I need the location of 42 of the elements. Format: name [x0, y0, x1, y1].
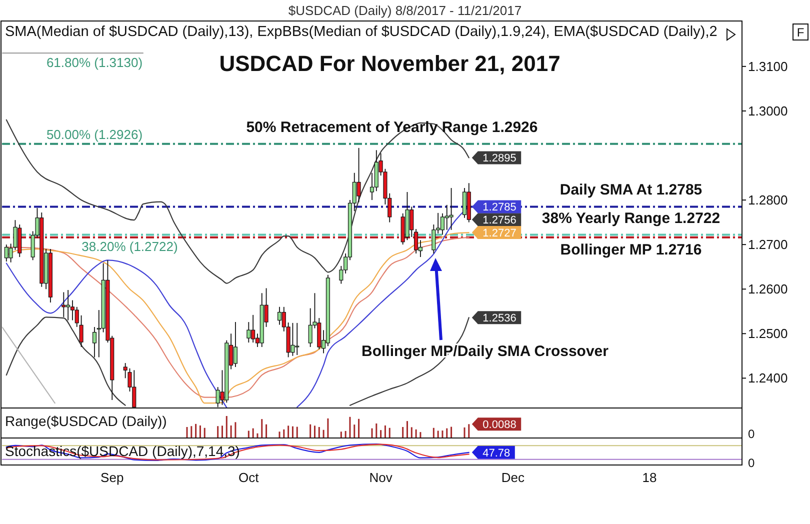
- annotation: SMA(Median of $USDCAD (Daily),13), ExpBBs(Median of $USDCAD (Daily),1.9,24), EMA($USDCAD (Daily),2: [5, 24, 718, 40]
- x-tick-label: Oct: [238, 470, 260, 485]
- candlestick: [246, 322, 251, 343]
- chart-subtitle: $USDCAD (Daily) 8/8/2017 - 11/21/2017: [288, 3, 522, 18]
- annotation: 47.78: [482, 447, 510, 460]
- candlestick: [449, 188, 454, 230]
- text: F: [796, 25, 804, 40]
- candlestick: [277, 306, 282, 326]
- annotation: 0.0088: [482, 419, 516, 432]
- text: 0: [748, 456, 755, 470]
- candlestick: [432, 224, 436, 254]
- annotation: 61.80% (1.3130): [46, 55, 143, 70]
- candlestick: [356, 147, 361, 203]
- candlestick: [92, 326, 97, 358]
- data-label: 1.2536: [482, 312, 516, 325]
- candlestick: [233, 322, 238, 368]
- y-tick-label: 1.2400: [748, 370, 788, 386]
- annotation: 50.00% (1.2926): [46, 126, 143, 142]
- x-tick-label: 18: [642, 470, 657, 485]
- ref-line-label: Daily SMA At 1.2785: [560, 182, 702, 199]
- data-label: 1.2785: [482, 202, 516, 214]
- candlestick: [414, 228, 418, 254]
- y-tick-label: 1.3000: [748, 104, 788, 119]
- y-tick-label: 1.2500: [748, 326, 788, 342]
- candlestick: [462, 188, 467, 218]
- ref-line-label: Bollinger MP 1.2716: [560, 241, 702, 258]
- data-label: 1.2895: [482, 152, 516, 165]
- y-tick-label: 1.2600: [748, 282, 788, 297]
- text: USDCAD For November 21, 2017: [219, 51, 560, 76]
- y-tick-label: 1.2700: [748, 237, 788, 252]
- chart-title: Range($USDCAD (Daily)): [5, 413, 167, 429]
- y-tick-label: 1.2800: [748, 192, 788, 208]
- x-tick-label: Sep: [100, 470, 124, 485]
- annotation: 38.20% (1.2722): [82, 238, 178, 254]
- x-tick-label: Dec: [501, 470, 526, 485]
- y-tick-label: 1.3100: [748, 58, 788, 74]
- ref-line-label: 38% Yearly Range 1.2722: [542, 210, 720, 227]
- text: 0: [748, 427, 755, 442]
- candlestick: [290, 322, 295, 356]
- x-tick-label: Nov: [369, 470, 393, 485]
- annotation: 1.2756: [482, 214, 516, 227]
- data-label: 1.2727: [482, 227, 516, 240]
